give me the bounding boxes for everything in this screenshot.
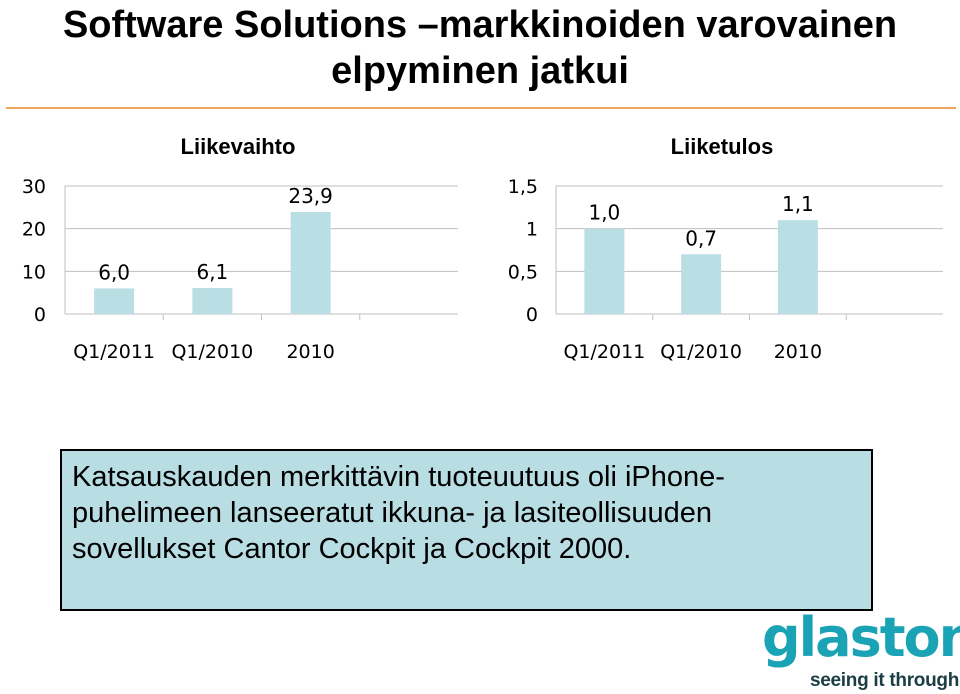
bar bbox=[94, 288, 135, 314]
x-tick-label: Q1/2011 bbox=[73, 341, 155, 363]
y-tick-label: 10 bbox=[22, 261, 46, 283]
data-label: 6,1 bbox=[196, 260, 228, 284]
logo-wordmark: glaston bbox=[762, 606, 960, 669]
data-label: 23,9 bbox=[288, 184, 333, 208]
slide-title: Software Solutions –markkinoiden varovai… bbox=[62, 4, 898, 92]
data-label: 1,0 bbox=[588, 201, 620, 225]
y-tick-label: 30 bbox=[22, 176, 46, 198]
y-tick-label: 0 bbox=[34, 304, 46, 326]
y-tick-label: 20 bbox=[22, 219, 46, 241]
bar bbox=[584, 228, 625, 314]
data-label: 6,0 bbox=[98, 260, 130, 284]
bar bbox=[290, 212, 331, 314]
data-label: 0,7 bbox=[685, 226, 717, 250]
bar bbox=[681, 254, 722, 314]
chart-title: Liiketulos bbox=[671, 134, 774, 159]
glaston-logo: glaston seeing it through bbox=[760, 606, 960, 694]
x-tick-label: Q1/2010 bbox=[171, 341, 253, 363]
y-tick-label: 0,5 bbox=[508, 261, 538, 283]
x-tick-label: 2010 bbox=[286, 341, 334, 363]
title-divider bbox=[6, 107, 956, 109]
x-tick-label: Q1/2011 bbox=[563, 341, 645, 363]
callout-text: Katsauskauden merkittävin tuoteuutuus ol… bbox=[72, 461, 725, 565]
bar bbox=[777, 220, 818, 314]
x-tick-label: 2010 bbox=[774, 341, 822, 363]
y-tick-label: 1,5 bbox=[508, 176, 538, 198]
logo-tagline: seeing it through bbox=[810, 670, 960, 691]
y-tick-label: 0 bbox=[526, 304, 538, 326]
callout-box: Katsauskauden merkittävin tuoteuutuus ol… bbox=[60, 449, 873, 611]
bar bbox=[192, 287, 233, 314]
data-label: 1,1 bbox=[782, 192, 814, 216]
chart-title: Liikevaihto bbox=[181, 134, 296, 159]
x-tick-label: Q1/2010 bbox=[660, 341, 742, 363]
y-tick-label: 1 bbox=[526, 219, 538, 241]
